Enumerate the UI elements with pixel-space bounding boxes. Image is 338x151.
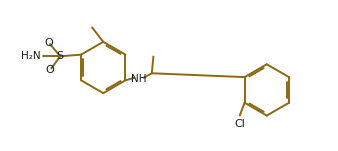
Text: H₂N: H₂N	[21, 51, 41, 61]
Text: O: O	[46, 65, 54, 75]
Text: S: S	[57, 51, 64, 61]
Text: O: O	[44, 38, 53, 48]
Text: NH: NH	[131, 74, 146, 84]
Text: Cl: Cl	[234, 119, 245, 129]
